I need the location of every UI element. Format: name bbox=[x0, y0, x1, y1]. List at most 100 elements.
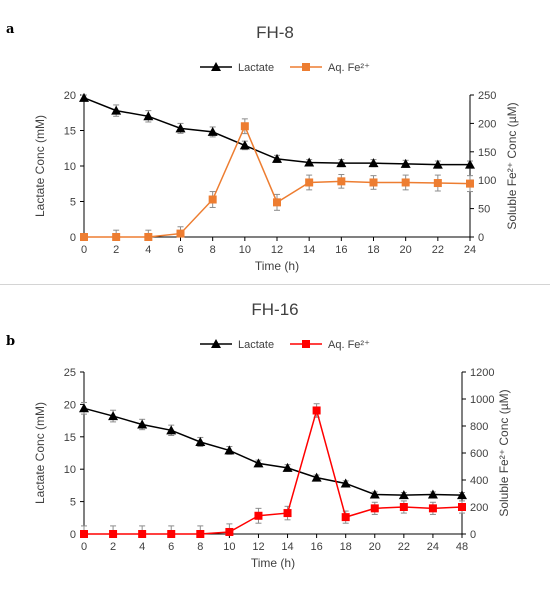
chart-title: FH-16 bbox=[251, 300, 298, 319]
y-tick-label-left: 10 bbox=[64, 464, 76, 476]
legend-marker-triangle-icon bbox=[211, 62, 221, 71]
data-point-fe bbox=[273, 198, 281, 207]
data-point-fe bbox=[312, 406, 321, 415]
data-point-lactate bbox=[369, 489, 380, 499]
data-point-lactate bbox=[111, 105, 122, 115]
panel-label-a: a bbox=[6, 22, 15, 37]
data-point-fe bbox=[208, 195, 217, 204]
x-tick-label: 20 bbox=[369, 541, 381, 553]
data-point-lactate bbox=[253, 458, 264, 468]
y-tick-label-left: 15 bbox=[64, 126, 76, 138]
x-tick-label: 0 bbox=[81, 541, 87, 553]
data-point-fe bbox=[305, 178, 314, 187]
x-tick-label: 10 bbox=[239, 244, 251, 256]
x-tick-label: 24 bbox=[427, 541, 439, 553]
legend-label-fe: Aq. Fe²⁺ bbox=[328, 339, 370, 351]
y-tick-label-left: 5 bbox=[70, 497, 76, 509]
data-point-lactate bbox=[398, 490, 409, 500]
data-point-fe bbox=[458, 503, 466, 511]
y-axis-label-left: Lactate Conc (mM) bbox=[33, 402, 47, 504]
data-point-lactate bbox=[239, 140, 250, 150]
data-point-lactate bbox=[79, 403, 89, 413]
data-point-fe bbox=[196, 530, 205, 538]
data-point-fe bbox=[370, 504, 379, 513]
y-tick-label-right: 0 bbox=[470, 529, 476, 541]
legend-marker-square-icon bbox=[302, 63, 310, 71]
data-point-fe bbox=[109, 530, 118, 538]
x-tick-label: 14 bbox=[281, 541, 293, 553]
data-point-fe bbox=[433, 179, 442, 188]
data-point-lactate bbox=[175, 123, 186, 133]
data-point-fe bbox=[283, 509, 292, 518]
chart-panel-a: a FH-8 Lactate Aq. Fe²⁺ 0 5 10 15 20 0 50 100 150 20… bbox=[0, 0, 550, 285]
x-tick-label: 2 bbox=[110, 541, 116, 553]
y-tick-label-right: 200 bbox=[478, 118, 496, 130]
data-point-fe bbox=[401, 178, 410, 187]
y-axis-label-right: Soluble Fe²⁺ Conc (µM) bbox=[505, 102, 519, 229]
series-line-fe bbox=[84, 124, 471, 238]
data-point-lactate bbox=[457, 490, 467, 500]
y-tick-label-left: 25 bbox=[64, 367, 76, 379]
data-point-lactate bbox=[304, 157, 315, 167]
data-point-lactate bbox=[79, 92, 89, 102]
data-point-lactate bbox=[427, 489, 438, 499]
y-tick-label-left: 0 bbox=[70, 232, 76, 244]
x-tick-label: 8 bbox=[210, 244, 216, 256]
chart-title: FH-8 bbox=[256, 23, 294, 42]
legend-marker-square-icon bbox=[302, 340, 310, 348]
data-point-fe bbox=[80, 233, 88, 241]
y-tick-label-right: 150 bbox=[478, 147, 496, 159]
y-tick-label-left: 5 bbox=[70, 197, 76, 209]
y-axis-label-left: Lactate Conc (mM) bbox=[33, 115, 47, 217]
data-point-lactate bbox=[224, 445, 235, 455]
y-tick-label-right: 800 bbox=[470, 421, 488, 433]
data-point-lactate bbox=[311, 472, 322, 482]
x-tick-label: 8 bbox=[197, 541, 203, 553]
x-axis-label: Time (h) bbox=[255, 259, 299, 273]
data-point-fe bbox=[176, 229, 185, 238]
data-point-lactate bbox=[340, 478, 351, 488]
x-tick-label: 6 bbox=[177, 244, 183, 256]
y-tick-label-right: 200 bbox=[470, 502, 488, 514]
legend-marker-triangle-icon bbox=[211, 339, 221, 348]
x-tick-label: 12 bbox=[271, 244, 283, 256]
y-tick-label-left: 0 bbox=[70, 529, 76, 541]
data-point-lactate bbox=[272, 153, 282, 163]
x-tick-label: 22 bbox=[398, 541, 410, 553]
x-tick-label: 4 bbox=[139, 541, 145, 553]
data-point-lactate bbox=[166, 425, 177, 435]
y-tick-label-right: 0 bbox=[478, 232, 484, 244]
x-tick-label: 4 bbox=[145, 244, 151, 256]
x-tick-label: 24 bbox=[464, 244, 476, 256]
y-axis-label-right: Soluble Fe²⁺ Conc (µM) bbox=[497, 389, 511, 516]
data-point-lactate bbox=[465, 159, 475, 169]
x-tick-label: 14 bbox=[303, 244, 315, 256]
panel-label-b: b bbox=[6, 334, 16, 349]
data-point-fe bbox=[225, 527, 234, 536]
data-point-fe bbox=[80, 530, 88, 538]
y-tick-label-right: 1000 bbox=[470, 394, 494, 406]
data-point-fe bbox=[112, 233, 121, 241]
y-tick-label-left: 10 bbox=[64, 161, 76, 173]
data-point-lactate bbox=[108, 411, 119, 421]
x-tick-label: 18 bbox=[340, 541, 352, 553]
y-tick-label-right: 250 bbox=[478, 90, 496, 102]
y-tick-label-right: 400 bbox=[470, 475, 488, 487]
data-point-fe bbox=[466, 179, 474, 188]
data-point-lactate bbox=[400, 158, 411, 168]
x-tick-label: 2 bbox=[113, 244, 119, 256]
data-point-fe bbox=[240, 122, 249, 131]
y-tick-label-left: 20 bbox=[64, 399, 76, 411]
data-point-lactate bbox=[143, 111, 154, 121]
legend-label-lactate: Lactate bbox=[238, 339, 274, 351]
x-tick-label: 6 bbox=[168, 541, 174, 553]
x-tick-label: 10 bbox=[223, 541, 235, 553]
data-point-fe bbox=[369, 178, 378, 187]
legend-label-lactate: Lactate bbox=[238, 62, 274, 74]
y-tick-label-right: 100 bbox=[478, 175, 496, 187]
x-axis-label: Time (h) bbox=[251, 556, 295, 570]
legend-label-fe: Aq. Fe²⁺ bbox=[328, 62, 370, 74]
data-point-lactate bbox=[137, 419, 148, 429]
